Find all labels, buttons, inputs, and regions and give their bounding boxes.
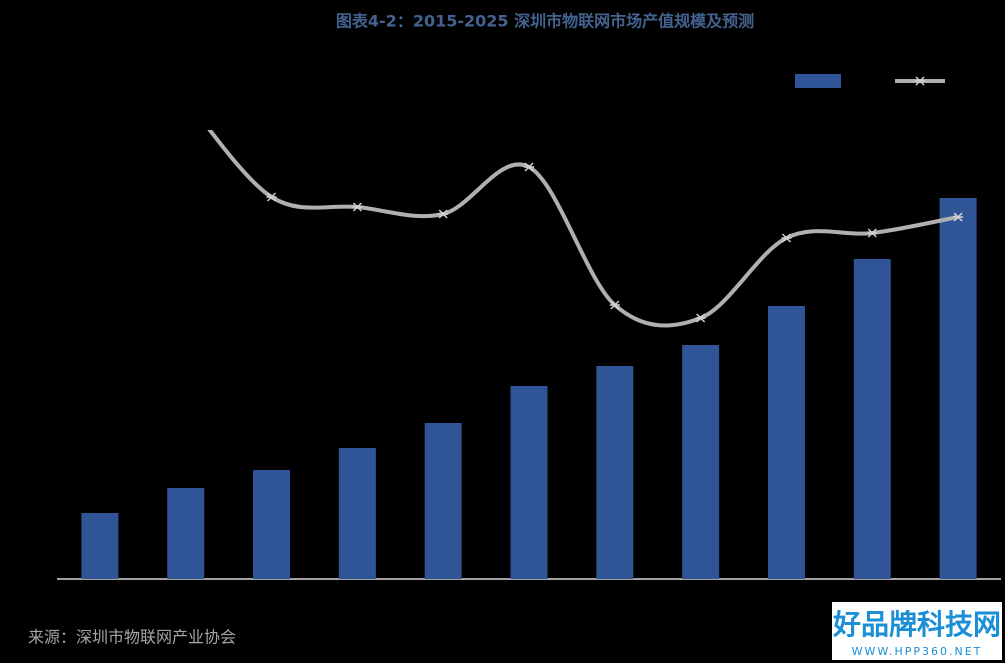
bar xyxy=(596,366,634,579)
legend-marker xyxy=(915,76,925,86)
bar xyxy=(682,345,720,579)
line-marker xyxy=(524,162,534,172)
marker-stroke xyxy=(352,202,362,212)
marker-stroke xyxy=(781,233,791,243)
bar xyxy=(510,386,548,579)
marker-stroke xyxy=(438,209,448,219)
line-marker xyxy=(352,202,363,212)
bar xyxy=(939,198,977,579)
watermark-title: 好品牌科技网 xyxy=(832,608,1001,641)
line-marker xyxy=(695,313,706,323)
chart-title: 图表4-2：2015-2025 深圳市物联网市场产值规模及预测 xyxy=(336,12,754,31)
line-marker xyxy=(266,192,277,202)
bar xyxy=(253,470,291,579)
line-marker xyxy=(867,228,878,238)
marker-stroke xyxy=(867,228,877,238)
line-marker xyxy=(609,300,620,310)
watermark-box xyxy=(832,602,1002,660)
marker-stroke xyxy=(524,162,534,172)
source: 来源：深圳市物联网产业协会 xyxy=(28,628,236,647)
bar xyxy=(853,259,891,579)
bar xyxy=(767,306,805,579)
bar xyxy=(338,448,376,579)
bar xyxy=(81,513,119,579)
marker-stroke xyxy=(953,212,963,222)
watermark-url: WWW.HPP360.NET xyxy=(852,645,983,658)
line-marker xyxy=(953,212,964,222)
marker-stroke xyxy=(267,192,277,202)
legend-swatch xyxy=(795,74,841,88)
line-marker xyxy=(781,233,792,243)
bar xyxy=(424,423,462,579)
marker-stroke xyxy=(610,300,620,310)
bar xyxy=(167,488,205,579)
line-marker xyxy=(438,209,449,219)
marker-stroke xyxy=(915,76,925,86)
line xyxy=(207,130,959,328)
marker-stroke xyxy=(696,313,706,323)
